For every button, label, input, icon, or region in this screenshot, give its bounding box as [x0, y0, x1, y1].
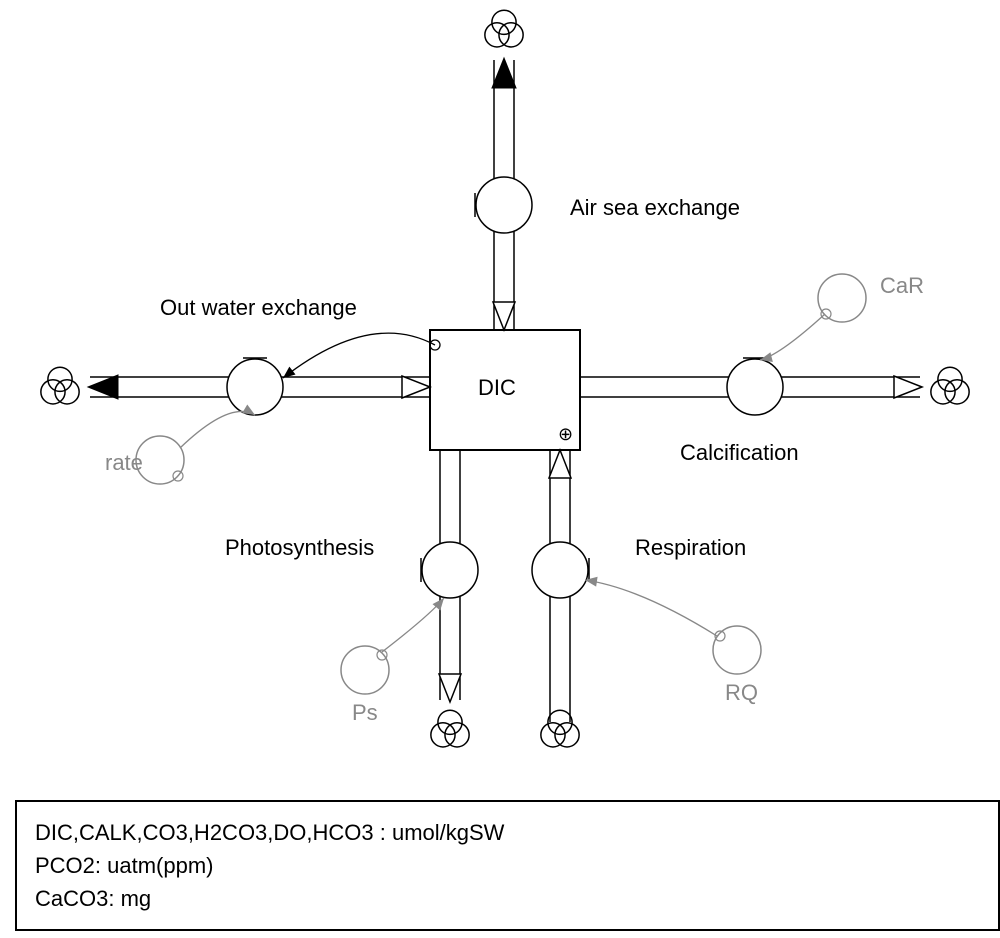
arrow-in-out_water_exchange — [402, 376, 430, 398]
diagram-canvas: DIC ⊕ Air sea exchange Out water exchange ra… — [0, 0, 1000, 938]
cloud-respiration — [541, 710, 579, 747]
flow-label-respiration: Respiration — [635, 535, 746, 560]
flow-label-air_sea_exchange: Air sea exchange — [570, 195, 740, 220]
valve-photosynthesis-circle — [422, 542, 478, 598]
out_water_exchange-param: rate — [105, 411, 255, 484]
cloud-air_sea_exchange — [485, 10, 523, 47]
respiration-param-label: RQ — [725, 680, 758, 705]
stock-plus-icon: ⊕ — [558, 424, 573, 444]
valve-air_sea_exchange-circle — [476, 177, 532, 233]
legend-box: DIC,CALK,CO3,H2CO3,DO,HCO3 : umol/kgSW P… — [15, 800, 1000, 931]
arrow-out-photosynthesis — [439, 674, 461, 702]
out_water_exchange-param-label: rate — [105, 450, 143, 475]
arrow-out-air_sea_exchange — [492, 58, 516, 88]
stock-dic-label: DIC — [478, 375, 516, 400]
valve-respiration-circle — [532, 542, 588, 598]
valve-out_water_exchange-circle — [227, 359, 283, 415]
info-link-out_water_exchange — [283, 333, 435, 378]
arrow-in-respiration — [549, 450, 571, 478]
flow-label-calcification: Calcification — [680, 440, 799, 465]
respiration-param: RQ — [585, 580, 761, 705]
photosynthesis-param-label: Ps — [352, 700, 378, 725]
cloud-calcification — [931, 367, 969, 404]
valve-calcification-circle — [727, 359, 783, 415]
photosynthesis-param: Ps — [341, 598, 444, 725]
calcification-param-label: CaR — [880, 273, 924, 298]
arrow-out-out_water_exchange — [88, 375, 118, 399]
cloud-photosynthesis — [431, 710, 469, 747]
cloud-out_water_exchange — [41, 367, 79, 404]
legend-line-3: CaCO3: mg — [35, 882, 980, 915]
legend-line-2: PCO2: uatm(ppm) — [35, 849, 980, 882]
calcification-param: CaR — [760, 273, 924, 360]
flow-label-photosynthesis: Photosynthesis — [225, 535, 374, 560]
legend-line-1: DIC,CALK,CO3,H2CO3,DO,HCO3 : umol/kgSW — [35, 816, 980, 849]
flow-label-out_water_exchange: Out water exchange — [160, 295, 357, 320]
arrow-out-calcification — [894, 376, 922, 398]
arrow-in-air_sea_exchange — [493, 302, 515, 330]
